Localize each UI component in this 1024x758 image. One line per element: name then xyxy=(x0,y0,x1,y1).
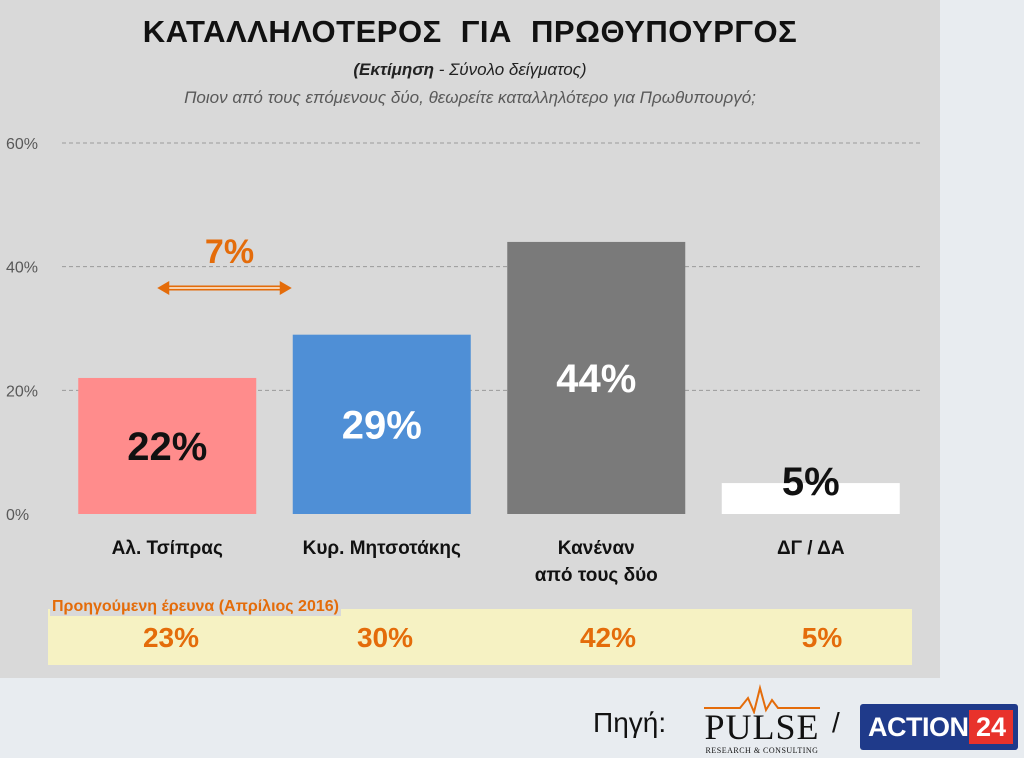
gridlines xyxy=(62,142,920,391)
category-label: Κανέναν xyxy=(558,538,635,559)
source-separator: / xyxy=(832,707,840,738)
source-label: Πηγή: xyxy=(593,707,667,738)
value-label: 29% xyxy=(342,403,422,447)
category-label: Κυρ. Μητσοτάκης xyxy=(303,538,461,559)
category-label: από τους δύο xyxy=(535,565,658,586)
pulse-logo: PULSE RESEARCH & CONSULTING xyxy=(700,684,824,756)
bar xyxy=(78,377,257,514)
category-label: ΔΓ / ΔΑ xyxy=(777,538,845,559)
difference-arrowhead-right xyxy=(279,281,292,295)
previous-value-mitsotakis: 30% xyxy=(356,622,414,653)
value-label: 22% xyxy=(127,425,207,469)
category-labels: Αλ. Τσίπρας Κυρ. Μητσοτάκης Κανέναν από του… xyxy=(112,538,845,586)
y-tick-label: 60% xyxy=(6,136,38,153)
bar xyxy=(292,334,471,514)
previous-survey-band xyxy=(48,609,912,665)
pulse-wordmark: PULSE xyxy=(704,707,820,747)
previous-value-tsipras: 23% xyxy=(142,622,200,653)
previous-value-none: 42% xyxy=(579,622,637,653)
pulse-tagline: RESEARCH & CONSULTING xyxy=(705,746,819,755)
survey-question: Ποιον από τους επόμενους δύο, θεωρείτε κ… xyxy=(184,88,756,107)
difference-label: 7% xyxy=(205,233,254,271)
chart-subtitle: (Εκτίμηση - Σύνολο δείγματος) xyxy=(0,60,940,80)
action24-logo: ACTION 24 xyxy=(860,704,1018,750)
subtitle-sample: - Σύνολο δείγματος) xyxy=(433,60,587,79)
category-label: Αλ. Τσίπρας xyxy=(112,538,223,559)
pulse-heartbeat-icon xyxy=(704,684,820,714)
bars xyxy=(78,241,900,514)
bar xyxy=(507,241,686,514)
y-axis-ticks: 0% 20% 40% 60% xyxy=(6,136,38,524)
chart-title: ΚΑΤΑΛΛΗΛΟΤΕΡΟΣ ΓΙΑ ΠΡΩΘΥΠΟΥΡΓΟΣ xyxy=(142,14,798,49)
difference-arrowhead-left xyxy=(157,281,170,295)
bar xyxy=(721,483,900,514)
value-label: 44% xyxy=(556,357,636,401)
previous-survey-title: Προηγούμενη έρευνα (Απρίλιος 2016) xyxy=(50,598,341,616)
previous-value-dk: 5% xyxy=(801,622,843,653)
action24-number: 24 xyxy=(969,710,1013,744)
bar-chart: 0% 20% 40% 60% 22% 29% 44% 5% Αλ. Τσίπρας Κυρ. … xyxy=(6,136,920,586)
difference-annotation: 7% xyxy=(157,233,292,295)
value-label: 5% xyxy=(782,460,840,504)
y-tick-label: 40% xyxy=(6,260,38,277)
action24-wordmark: ACTION xyxy=(868,712,969,742)
y-tick-label: 20% xyxy=(6,383,38,400)
value-labels: 22% 29% 44% 5% xyxy=(127,357,839,504)
subtitle-estimate: (Εκτίμηση xyxy=(353,60,434,79)
y-tick-label: 0% xyxy=(6,507,29,524)
